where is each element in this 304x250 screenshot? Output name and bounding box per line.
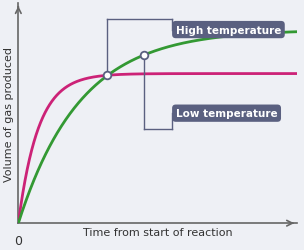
X-axis label: Time from start of reaction: Time from start of reaction	[83, 228, 233, 237]
Text: 0: 0	[14, 234, 22, 247]
Y-axis label: Volume of gas produced: Volume of gas produced	[4, 46, 14, 181]
Text: High temperature: High temperature	[176, 26, 281, 36]
Text: Low temperature: Low temperature	[176, 109, 277, 119]
